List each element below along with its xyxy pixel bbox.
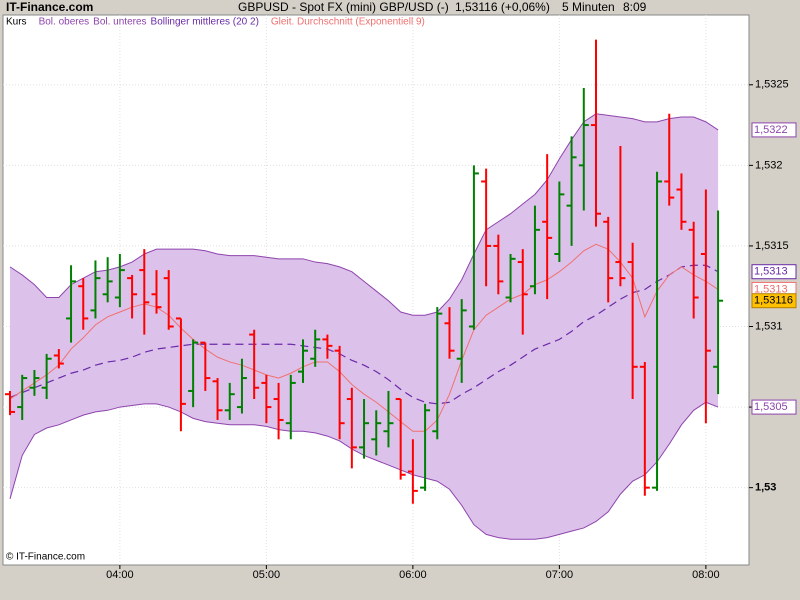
y-tick-label: 1,531 xyxy=(755,320,783,332)
last-value-label: 1,5313 xyxy=(754,283,788,295)
y-tick-label: 1,532 xyxy=(755,159,783,171)
last-value-label: 1,5322 xyxy=(754,124,788,136)
last-value-box xyxy=(751,264,797,280)
last-value-label: 1,5305 xyxy=(754,401,788,413)
indicator-line xyxy=(9,243,719,432)
interval: 5 Minuten xyxy=(562,0,615,14)
x-tick-label: 06:00 xyxy=(399,569,427,581)
legend-entry: Bol. unteres xyxy=(93,17,146,28)
legend-entry: Bol. oberes xyxy=(39,17,90,28)
site-name: IT-Finance.com xyxy=(6,0,93,14)
y-tick-label: 1,5315 xyxy=(755,240,789,252)
indicator-line xyxy=(9,113,719,316)
x-tick-label: 04:00 xyxy=(106,569,134,581)
legend-entry: Bollinger mittleres (20 2) xyxy=(151,17,259,28)
x-tick-label: 08:00 xyxy=(692,569,720,581)
x-tick-label: 05:00 xyxy=(253,569,281,581)
quote: 1,53116 (+0,06%) xyxy=(455,0,550,14)
indicator-line xyxy=(9,264,719,405)
legend-entry: Kurs xyxy=(6,17,27,28)
legend-entry: Gleit. Durchschnitt (Exponentiell 9) xyxy=(271,17,425,28)
last-value-box xyxy=(751,122,797,138)
last-value-label: 1,5313 xyxy=(754,266,788,278)
chart-title: GBPUSD - Spot FX (mini) GBP/USD (-) xyxy=(238,0,449,14)
copyright: © IT-Finance.com xyxy=(6,552,85,563)
x-tick-label: 07:00 xyxy=(546,569,574,581)
last-value-box xyxy=(751,293,797,309)
time: 8:09 xyxy=(623,0,647,14)
y-tick-label: 1,53 xyxy=(755,482,776,494)
y-tick-label: 1,5325 xyxy=(755,79,789,91)
last-value-label: 1,53116 xyxy=(754,295,793,307)
last-value-box xyxy=(751,399,797,415)
band-fill xyxy=(10,113,719,540)
